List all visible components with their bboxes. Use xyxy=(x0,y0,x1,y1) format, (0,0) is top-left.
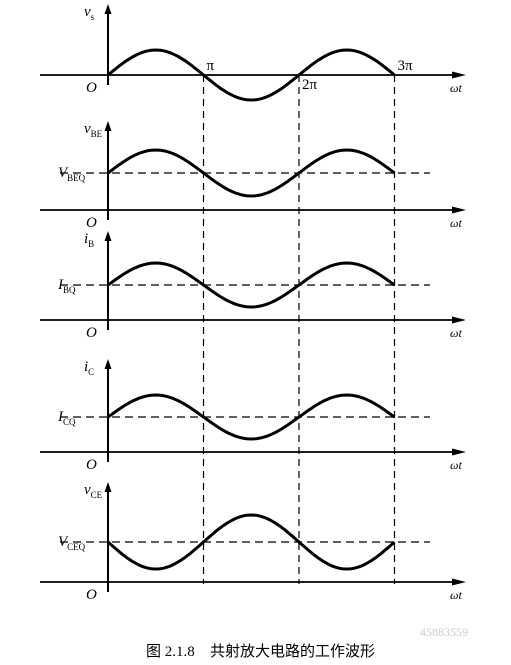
y-axis-label: vBE xyxy=(84,121,103,139)
dc-label: VBEQ xyxy=(58,165,86,183)
y-axis-label-symbol: i xyxy=(84,359,88,375)
x-axis-label: ωt xyxy=(450,458,462,472)
waveform xyxy=(107,261,396,309)
y-axis-arrow xyxy=(104,121,112,131)
x-axis-label: ωt xyxy=(450,326,462,340)
x-axis-arrow xyxy=(452,316,466,324)
dc-label-subscript: BQ xyxy=(63,285,76,295)
origin-label: O xyxy=(86,215,97,231)
y-axis-label-symbol: v xyxy=(84,4,91,20)
dc-label: ICQ xyxy=(57,409,76,427)
watermark: 45883559 xyxy=(420,625,468,639)
y-axis-label-symbol: v xyxy=(84,121,91,137)
y-axis-label-subscript: s xyxy=(91,12,95,22)
waveform xyxy=(107,393,396,441)
origin-label: O xyxy=(86,80,97,96)
y-axis-arrow xyxy=(104,4,112,14)
y-axis-label-subscript: CE xyxy=(91,490,103,500)
x-axis-label: ωt xyxy=(450,216,462,230)
origin-label: O xyxy=(86,457,97,473)
waveform xyxy=(107,48,396,102)
x-axis-arrow xyxy=(452,71,466,79)
dc-label-symbol: V xyxy=(58,165,69,181)
y-axis-label-subscript: BE xyxy=(91,129,103,139)
origin-label: O xyxy=(86,325,97,341)
x-axis-arrow xyxy=(452,206,466,214)
x-axis-arrow xyxy=(452,578,466,586)
dc-label-subscript: BEQ xyxy=(67,173,86,183)
dc-label-symbol: I xyxy=(57,409,64,425)
x-axis-label: ωt xyxy=(450,588,462,602)
tick-label: π xyxy=(207,58,215,74)
y-axis-arrow xyxy=(104,359,112,369)
waveform xyxy=(107,148,396,198)
dc-label: VCEQ xyxy=(58,534,86,552)
dc-label-symbol: I xyxy=(57,277,64,293)
x-axis-arrow xyxy=(452,448,466,456)
y-axis-label-symbol: v xyxy=(84,482,91,498)
tick-label: 2π xyxy=(302,77,318,93)
tick-label: 3π xyxy=(398,58,414,74)
caption-number: 图 2.1.8 xyxy=(146,643,195,660)
y-axis-label-subscript: B xyxy=(88,239,94,249)
y-axis-label: iC xyxy=(84,359,94,377)
waveform xyxy=(107,513,396,571)
dc-label-subscript: CQ xyxy=(63,417,76,427)
y-axis-arrow xyxy=(104,231,112,241)
y-axis-label-symbol: i xyxy=(84,231,88,247)
dc-label: IBQ xyxy=(57,277,76,295)
x-axis-label: ωt xyxy=(450,81,462,95)
dc-label-subscript: CEQ xyxy=(67,542,86,552)
origin-label: O xyxy=(86,587,97,603)
y-axis-label: vCE xyxy=(84,482,103,500)
caption-text: 共射放大电路的工作波形 xyxy=(210,643,375,660)
y-axis-label: iB xyxy=(84,231,94,249)
y-axis-label-subscript: C xyxy=(88,367,94,377)
y-axis-arrow xyxy=(104,482,112,492)
dc-label-symbol: V xyxy=(58,534,69,550)
y-axis-label: vs xyxy=(84,4,95,22)
